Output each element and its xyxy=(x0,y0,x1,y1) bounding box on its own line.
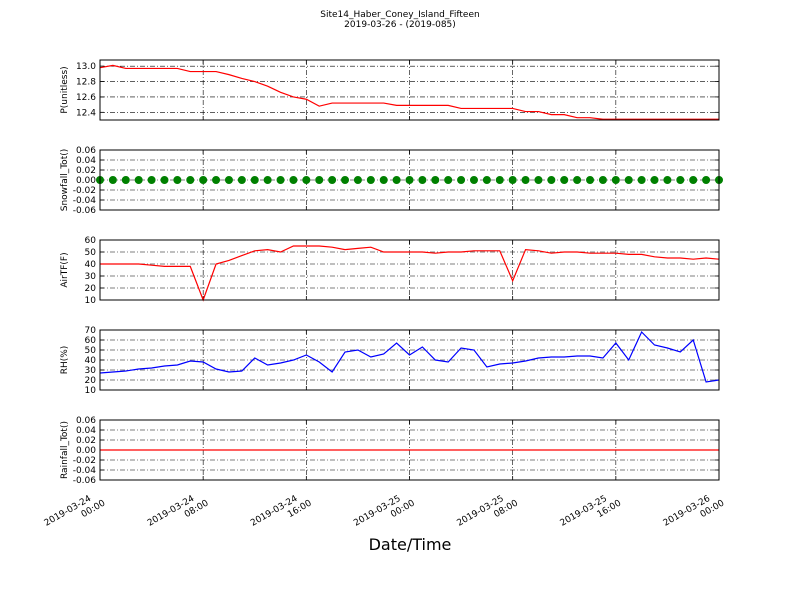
data-point xyxy=(237,176,246,184)
data-point xyxy=(508,176,517,184)
data-point xyxy=(212,176,221,184)
plot-frame xyxy=(99,149,720,211)
y-tick-label: 12.6 xyxy=(76,93,96,103)
y-tick-label: 13.0 xyxy=(76,62,96,72)
y-axis-label: Snowfall_Tot() xyxy=(60,149,70,212)
y-tick-label: 0.02 xyxy=(76,166,96,176)
data-point xyxy=(302,176,311,184)
data-point xyxy=(289,176,298,184)
data-point xyxy=(573,176,582,184)
data-point xyxy=(469,176,478,184)
data-point xyxy=(431,176,440,184)
data-point xyxy=(444,176,453,184)
data-point xyxy=(534,176,543,184)
y-tick-label: 70 xyxy=(85,326,97,336)
data-point xyxy=(315,176,324,184)
data-point xyxy=(328,176,337,184)
y-tick-label: 30 xyxy=(85,366,97,376)
y-tick-label: 0.06 xyxy=(76,146,96,156)
y-tick-label: 40 xyxy=(85,356,97,366)
y-tick-label: 0.06 xyxy=(76,416,96,426)
data-point xyxy=(482,176,491,184)
y-tick-label: 20 xyxy=(85,284,97,294)
data-point xyxy=(250,176,259,184)
y-tick-label: 30 xyxy=(85,272,97,282)
data-point xyxy=(199,176,208,184)
y-tick-label: 60 xyxy=(85,336,97,346)
data-point xyxy=(341,176,350,184)
data-point xyxy=(392,176,401,184)
plot-frame xyxy=(99,419,720,481)
data-point xyxy=(160,176,169,184)
y-tick-label: -0.02 xyxy=(73,186,96,196)
data-point xyxy=(624,176,633,184)
y-tick-label: 50 xyxy=(85,248,97,258)
data-line xyxy=(99,64,719,120)
data-point xyxy=(598,176,607,184)
y-tick-label: 12.4 xyxy=(76,108,96,118)
data-point xyxy=(147,176,156,184)
data-point xyxy=(134,176,143,184)
data-point xyxy=(263,176,272,184)
data-point xyxy=(586,176,595,184)
y-tick-label: -0.04 xyxy=(73,466,97,476)
data-point xyxy=(353,176,362,184)
data-point xyxy=(224,176,233,184)
data-point xyxy=(663,176,672,184)
chart-subtitle: 2019-03-26 - (2019-085) xyxy=(344,20,456,30)
y-axis-label: AirTF(F) xyxy=(60,252,70,287)
data-point xyxy=(276,176,285,184)
y-axis-label: RH(%) xyxy=(60,346,70,375)
data-point xyxy=(521,176,530,184)
data-point xyxy=(702,176,711,184)
data-point xyxy=(121,176,130,184)
y-tick-label: 12.8 xyxy=(76,78,96,88)
data-point xyxy=(457,176,466,184)
data-point xyxy=(379,176,388,184)
y-tick-label: 60 xyxy=(85,236,97,246)
y-tick-label: 50 xyxy=(85,346,97,356)
data-point xyxy=(418,176,427,184)
y-tick-label: -0.06 xyxy=(73,206,97,216)
y-axis-label: Rainfall_Tot() xyxy=(60,421,70,479)
chart-title: Site14_Haber_Coney_Island_Fifteen xyxy=(320,10,479,20)
y-tick-label: 0.00 xyxy=(76,446,96,456)
data-point xyxy=(689,176,698,184)
data-point xyxy=(676,176,685,184)
plot-frame xyxy=(99,329,720,391)
y-tick-label: 0.04 xyxy=(76,156,96,166)
y-tick-label: 10 xyxy=(85,386,97,396)
y-tick-label: -0.02 xyxy=(73,456,96,466)
data-point xyxy=(650,176,659,184)
plot-frame xyxy=(99,239,720,301)
y-tick-label: 20 xyxy=(85,376,97,386)
y-tick-label: 10 xyxy=(85,296,97,306)
data-point xyxy=(637,176,646,184)
y-tick-label: 40 xyxy=(85,260,97,270)
data-point xyxy=(405,176,414,184)
y-tick-label: 0.00 xyxy=(76,176,96,186)
y-tick-label: 0.02 xyxy=(76,436,96,446)
y-tick-label: 0.04 xyxy=(76,426,96,436)
data-point xyxy=(547,176,556,184)
data-point xyxy=(186,176,195,184)
plot-frame xyxy=(99,59,720,121)
data-point xyxy=(108,176,117,184)
data-point xyxy=(495,176,504,184)
data-point xyxy=(173,176,182,184)
data-point xyxy=(560,176,569,184)
data-point xyxy=(366,176,375,184)
y-axis-label: P(unitless) xyxy=(60,66,70,113)
data-point xyxy=(611,176,620,184)
y-tick-label: -0.04 xyxy=(73,196,97,206)
x-axis-label: Date/Time xyxy=(369,535,452,554)
data-line xyxy=(99,330,720,383)
y-tick-label: -0.06 xyxy=(73,476,97,486)
